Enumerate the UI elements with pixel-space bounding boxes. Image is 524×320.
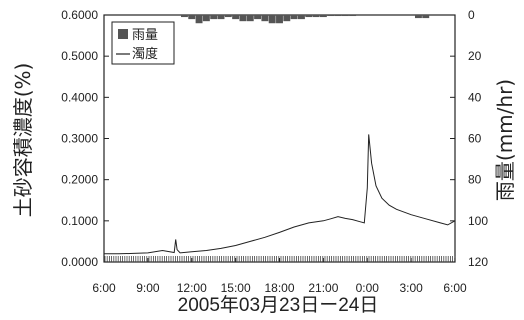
y-axis-right: 0 20 40 60 80 100 120 <box>450 8 488 269</box>
y2-tick-label: 0 <box>468 8 475 22</box>
rain-bar <box>217 15 225 20</box>
rain-bar <box>334 15 342 17</box>
x-tick-label: 0:00 <box>356 281 380 295</box>
rain-bar <box>283 15 291 22</box>
rain-bar <box>239 15 247 22</box>
rain-bar <box>422 15 430 19</box>
rain-bar <box>414 15 422 19</box>
y-tick-label: 0.0000 <box>61 255 98 269</box>
rainfall-bars <box>180 15 430 24</box>
legend-label-turbidity: 濁度 <box>132 46 158 62</box>
rain-bar <box>297 15 305 20</box>
x-tick-label: 15:00 <box>221 281 251 295</box>
y2-tick-label: 20 <box>468 49 482 63</box>
legend-swatch-rain <box>118 29 128 39</box>
y-tick-label: 0.1000 <box>61 214 98 228</box>
y-tick-label: 0.5000 <box>61 49 98 63</box>
x-tick-label: 3:00 <box>399 281 423 295</box>
y2-tick-label: 60 <box>468 132 482 146</box>
y-axis-title-left: 土砂容積濃度(%) <box>11 63 35 218</box>
ground-hatch <box>104 256 456 262</box>
rain-bar <box>246 15 254 22</box>
series-line-turbidity <box>104 134 456 255</box>
rain-bar <box>327 15 335 17</box>
legend: 雨量 濁度 <box>111 21 175 65</box>
y-tick-label: 0.2000 <box>61 173 98 187</box>
rain-bar <box>268 15 276 24</box>
x-tick-label: 9:00 <box>136 281 160 295</box>
y-axis-left: 0.0000 0.1000 0.2000 0.3000 0.4000 0.5000 0.60… <box>61 8 109 269</box>
x-axis: 6:00 9:00 12:00 15:00 18:00 21:00 0:00 3:00 6:00 <box>92 258 467 295</box>
x-tick-label: 6:00 <box>443 281 467 295</box>
x-tick-label: 12:00 <box>177 281 207 295</box>
x-tick-label: 6:00 <box>92 281 116 295</box>
x-axis-title: 2005年03月23日ー24日 <box>178 294 379 316</box>
rain-bar <box>254 15 262 20</box>
x-tick-label: 21:00 <box>308 281 338 295</box>
rain-bar <box>261 15 269 22</box>
rain-bar <box>341 15 349 17</box>
rain-bar <box>188 15 196 20</box>
rain-bar <box>224 15 232 18</box>
y2-tick-label: 80 <box>468 173 482 187</box>
x-tick-label: 18:00 <box>264 281 294 295</box>
y-tick-label: 0.4000 <box>61 90 98 104</box>
rain-bar <box>290 15 298 20</box>
rain-bar <box>180 15 188 18</box>
y-axis-title-right: 雨量(mm/hr) <box>493 79 517 201</box>
rain-bar <box>276 15 283 24</box>
y2-tick-label: 120 <box>468 255 488 269</box>
y-tick-label: 0.3000 <box>61 132 98 146</box>
rain-bar <box>349 15 357 17</box>
rain-bar <box>305 15 313 18</box>
rain-bar <box>202 15 210 22</box>
y2-tick-label: 40 <box>468 90 482 104</box>
rain-bar <box>232 15 240 20</box>
rain-bar <box>312 15 320 18</box>
rain-bar <box>210 15 218 20</box>
y-tick-label: 0.6000 <box>61 8 98 22</box>
y2-tick-label: 100 <box>468 214 488 228</box>
rain-bar <box>195 15 203 24</box>
rain-bar <box>319 15 327 18</box>
legend-label-rain: 雨量 <box>132 28 158 43</box>
